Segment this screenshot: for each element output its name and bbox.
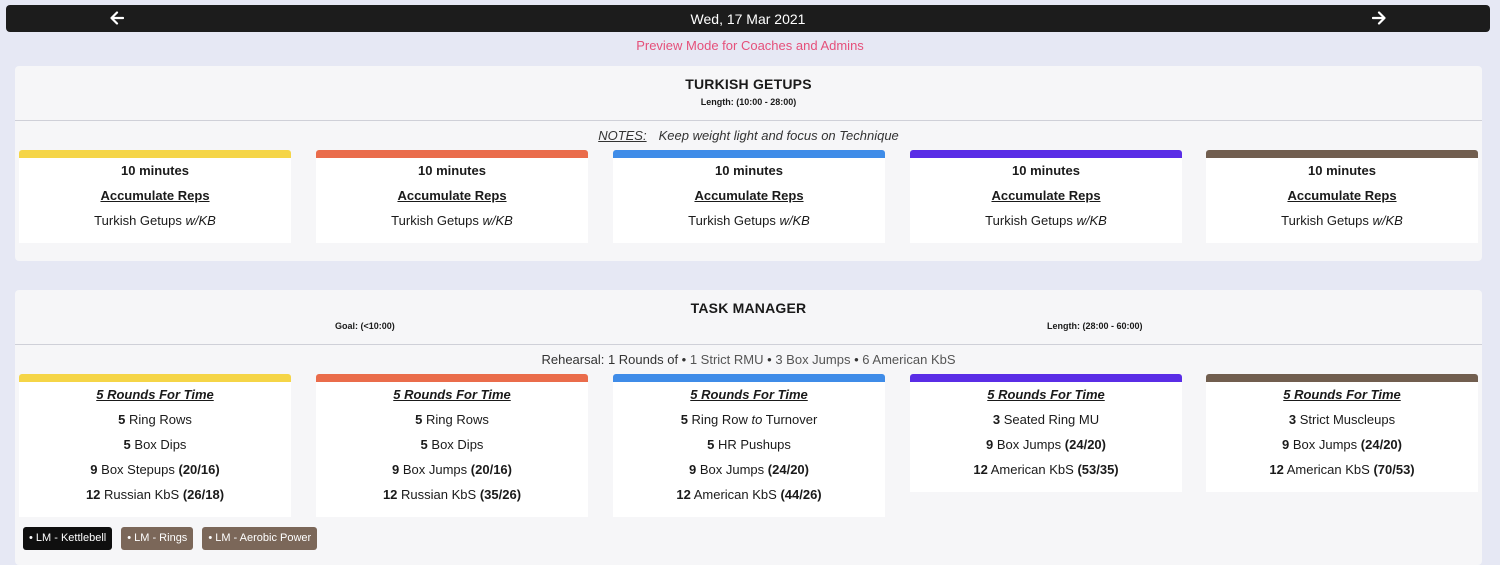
track-card: 5 Rounds For Time 3 Seated Ring MU 9 Box… xyxy=(910,374,1182,492)
current-date[interactable]: Wed, 17 Mar 2021 xyxy=(690,10,806,27)
card-format: Accumulate Reps xyxy=(1287,188,1397,203)
tag-rings[interactable]: • LM - Rings xyxy=(121,527,194,550)
card-line: 9 Box Jumps (24/20) xyxy=(689,462,809,477)
card-line: 5 HR Pushups xyxy=(707,437,791,452)
section-title: TURKISH GETUPS xyxy=(685,76,812,92)
card-time: 10 minutes xyxy=(1308,163,1376,178)
card-line: 12 Russian KbS (26/18) xyxy=(85,487,225,502)
tag-aerobic-power[interactable]: • LM - Aerobic Power xyxy=(202,527,318,550)
card-format: Accumulate Reps xyxy=(991,188,1101,203)
track-card: 10 minutes Accumulate Reps Turkish Getup… xyxy=(19,150,291,243)
section-length: Length: (28:00 - 60:00) xyxy=(1047,321,1143,331)
track-card: 5 Rounds For Time 3 Strict Muscleups 9 B… xyxy=(1206,374,1478,492)
section-header: TASK MANAGER Goal: (<10:00) Length: (28:… xyxy=(15,290,1482,345)
card-line: 5 Ring Rows xyxy=(118,412,192,427)
card-line: 12 American KbS (70/53) xyxy=(1269,462,1415,477)
track-card: 5 Rounds For Time 5 Ring Rows 5 Box Dips… xyxy=(316,374,588,517)
previous-day-button[interactable] xyxy=(106,8,128,28)
card-line: 12 American KbS (44/26) xyxy=(676,487,822,502)
section-length: Length: (10:00 - 28:00) xyxy=(700,97,797,107)
card-time: 10 minutes xyxy=(715,163,783,178)
card-line: 5 Box Dips xyxy=(123,437,187,452)
track-card: 10 minutes Accumulate Reps Turkish Getup… xyxy=(613,150,885,243)
card-format: 5 Rounds For Time xyxy=(96,387,214,402)
workout-section-turkish-getups: TURKISH GETUPS Length: (10:00 - 28:00) N… xyxy=(15,66,1482,261)
card-format: Accumulate Reps xyxy=(397,188,507,203)
track-card: 5 Rounds For Time 5 Ring Row to Turnover… xyxy=(613,374,885,517)
card-line: 9 Box Jumps (24/20) xyxy=(1282,437,1402,452)
workout-section-task-manager: TASK MANAGER Goal: (<10:00) Length: (28:… xyxy=(15,290,1482,565)
card-format: 5 Rounds For Time xyxy=(1283,387,1401,402)
track-card: 10 minutes Accumulate Reps Turkish Getup… xyxy=(316,150,588,243)
card-line: 9 Box Stepups (20/16) xyxy=(90,462,220,477)
next-day-button[interactable] xyxy=(1368,8,1390,28)
section-title: TASK MANAGER xyxy=(690,300,807,316)
section-notes: NOTES: Keep weight light and focus on Tec… xyxy=(15,128,1482,143)
card-format: Accumulate Reps xyxy=(694,188,804,203)
track-card: 5 Rounds For Time 5 Ring Rows 5 Box Dips… xyxy=(19,374,291,517)
preview-mode-notice: Preview Mode for Coaches and Admins xyxy=(636,38,864,53)
card-line: 9 Box Jumps (24/20) xyxy=(986,437,1106,452)
card-line: 5 Ring Rows xyxy=(415,412,489,427)
notes-text: Keep weight light and focus on Technique xyxy=(658,128,899,143)
card-time: 10 minutes xyxy=(121,163,189,178)
card-movement: Turkish Getups w/KB xyxy=(94,213,216,228)
arrow-left-icon xyxy=(110,11,124,25)
card-line: 12 Russian KbS (35/26) xyxy=(382,487,522,502)
date-navigation-bar: Wed, 17 Mar 2021 xyxy=(6,5,1490,32)
card-time: 10 minutes xyxy=(1012,163,1080,178)
section-header: TURKISH GETUPS Length: (10:00 - 28:00) xyxy=(15,66,1482,121)
card-line: 5 Ring Row to Turnover xyxy=(680,412,818,427)
track-card: 10 minutes Accumulate Reps Turkish Getup… xyxy=(910,150,1182,243)
card-format: 5 Rounds For Time xyxy=(987,387,1105,402)
notes-label: NOTES: xyxy=(598,128,647,143)
arrow-right-icon xyxy=(1372,11,1386,25)
tag-list: • LM - Kettlebell • LM - Rings • LM - Ae… xyxy=(23,527,318,550)
rehearsal-line: Rehearsal: 1 Rounds of • 1 Strict RMU • … xyxy=(541,352,956,367)
card-movement: Turkish Getups w/KB xyxy=(688,213,810,228)
card-line: 9 Box Jumps (20/16) xyxy=(392,462,512,477)
card-line: 12 American KbS (53/35) xyxy=(973,462,1119,477)
card-format: 5 Rounds For Time xyxy=(690,387,808,402)
card-movement: Turkish Getups w/KB xyxy=(1281,213,1403,228)
track-card: 10 minutes Accumulate Reps Turkish Getup… xyxy=(1206,150,1478,243)
card-line: 3 Seated Ring MU xyxy=(992,412,1100,427)
tag-kettlebell[interactable]: • LM - Kettlebell xyxy=(23,527,113,550)
card-line: 5 Box Dips xyxy=(420,437,484,452)
card-format: Accumulate Reps xyxy=(100,188,210,203)
card-movement: Turkish Getups w/KB xyxy=(391,213,513,228)
card-time: 10 minutes xyxy=(418,163,486,178)
section-goal: Goal: (<10:00) xyxy=(335,321,395,331)
card-format: 5 Rounds For Time xyxy=(393,387,511,402)
card-line: 3 Strict Muscleups xyxy=(1288,412,1396,427)
card-movement: Turkish Getups w/KB xyxy=(985,213,1107,228)
